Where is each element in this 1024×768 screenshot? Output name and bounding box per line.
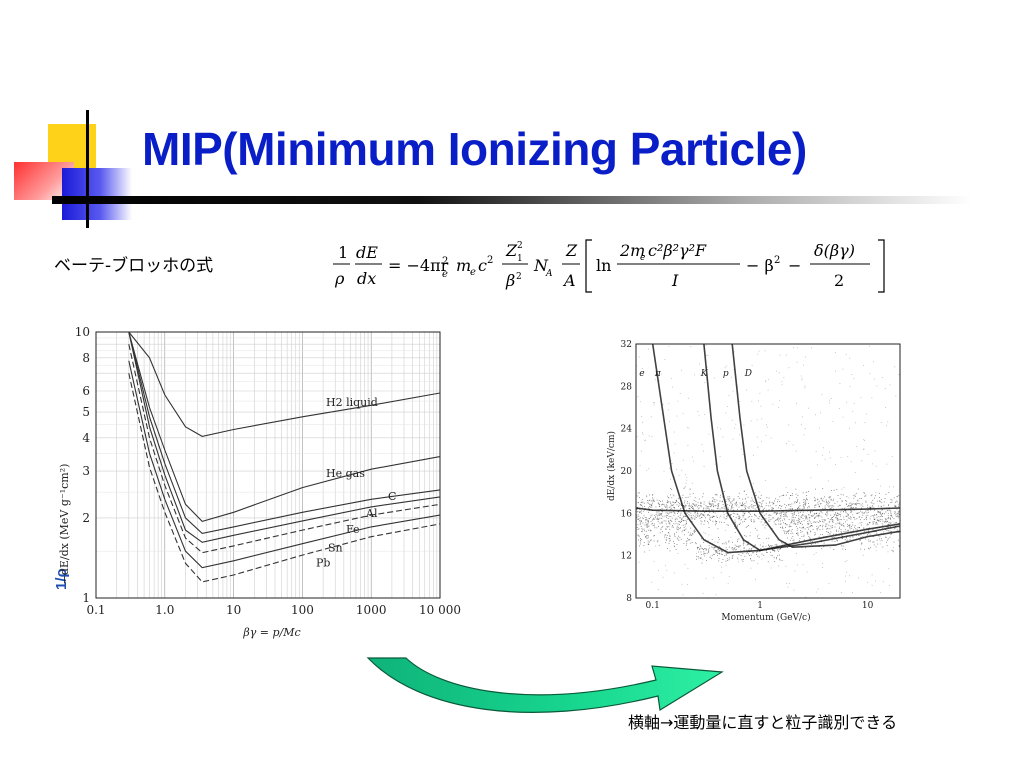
chart2-scatter-points — [636, 345, 901, 599]
svg-text:c²β²γ²F: c²β²γ²F — [648, 241, 707, 260]
chart1-grid — [95, 331, 440, 599]
chart1-x-tick: 10 000 — [419, 603, 461, 617]
note-text: 横軸→運動量に直すと粒子識別できる — [628, 713, 898, 732]
chart1-xlabel: βγ = p/Mc — [242, 626, 300, 639]
svg-text:e: e — [640, 253, 645, 263]
chart1-series-h2-liquid — [128, 331, 441, 437]
chart1-series-c — [128, 331, 441, 534]
chart1-x-tick: 10 — [226, 603, 241, 617]
svg-text:A: A — [545, 269, 553, 279]
chart2-band-label: e — [639, 369, 644, 379]
bethe-bloch-formula: 1 ρ dE dx = −4πr 2 e m e c 2 Z 2 1 β 2 N… — [333, 239, 885, 293]
formula-ln: ln — [596, 256, 611, 275]
curved-arrow-icon — [366, 657, 724, 713]
svg-text:2: 2 — [774, 255, 780, 266]
chart1-y-tick: 3 — [82, 464, 90, 478]
chart1-series-fe — [128, 344, 441, 554]
formula-label: ベーテ-ブロッホの式 — [54, 256, 214, 276]
chart2-y-tick: 32 — [621, 340, 632, 350]
chart1-y-tick: 6 — [82, 384, 90, 398]
chart2-y-tick: 24 — [621, 425, 633, 435]
dedx-momentum-chart: dE/dx (keV/cm) Momentum (GeV/c) 8 12 16 20 2… — [606, 340, 901, 623]
chart1-frame — [95, 331, 441, 599]
svg-text:1: 1 — [517, 254, 523, 264]
chart2-band-label: K — [700, 369, 709, 379]
chart1-series-label: He gas — [326, 467, 365, 480]
formula-Z: Z — [565, 241, 578, 260]
chart2-y-tick: 8 — [626, 594, 632, 604]
chart1-y-tick: 10 — [75, 325, 90, 339]
chart1-y-tick: 8 — [82, 351, 90, 365]
formula-beta2: β — [505, 271, 515, 290]
chart2-y-tick: 28 — [621, 382, 633, 392]
formula-two: 2 — [834, 271, 844, 290]
chart2-band-label: p — [723, 369, 729, 379]
chart2-frame — [635, 343, 901, 599]
title-underline — [52, 196, 972, 204]
formula-re-sub: e — [442, 269, 448, 280]
chart2-band-K — [703, 343, 901, 552]
chart2-band-e — [635, 507, 901, 512]
chart2-band-label: D — [744, 369, 752, 379]
chart2-xlabel: Momentum (GeV/c) — [721, 612, 810, 623]
blue-square-decoration — [62, 168, 132, 220]
svg-text:2: 2 — [487, 255, 493, 266]
chart1-y-tick: 4 — [82, 431, 90, 445]
stopping-power-chart-panel: 1/ρ −dE/dx (MeV g⁻¹cm²) βγ = p/Mc 0.1 1.0… — [36, 312, 466, 642]
svg-text:2: 2 — [517, 241, 523, 251]
vertical-line-decoration — [86, 110, 89, 228]
chart2-ylabel: dE/dx (keV/cm) — [606, 431, 617, 501]
formula-Z1: Z — [505, 241, 518, 260]
chart1-series-sn — [128, 360, 441, 569]
formula-dx: dx — [357, 269, 376, 288]
chart1-series-he-gas — [128, 331, 441, 523]
formula-A: A — [562, 271, 576, 290]
chart1-series-label: H2 liquid — [326, 396, 378, 409]
formula-delta: δ(βγ) — [814, 241, 855, 260]
formula-NA: N — [533, 256, 549, 275]
chart1-series-pb — [128, 373, 441, 583]
formula-minus-delta: − — [788, 256, 801, 275]
chart2-band-label: π — [654, 369, 662, 379]
dedx-momentum-chart-panel: dE/dx (keV/cm) Momentum (GeV/c) 8 12 16 20 2… — [606, 336, 906, 626]
chart2-band-p — [731, 343, 901, 549]
formula-lhs-num: 1 — [338, 243, 348, 262]
svg-text:2: 2 — [442, 256, 448, 267]
chart1-ylabel: −dE/dx (MeV g⁻¹cm²) — [58, 464, 71, 585]
chart2-x-tick: 0.1 — [645, 601, 659, 611]
formula-minus-beta: − β — [746, 256, 774, 275]
chart1-x-tick: 0.1 — [86, 603, 105, 617]
chart1-side-label: 1/ρ — [53, 568, 70, 590]
svg-text:c: c — [478, 256, 487, 275]
svg-text:e: e — [470, 267, 476, 278]
formula-lhs-den: ρ — [334, 269, 345, 288]
chart1-series-label: Al — [365, 507, 378, 520]
formula-lnnum: 2m — [619, 241, 645, 260]
chart2-x-tick: 10 — [862, 601, 874, 611]
chart1-series-al — [128, 331, 441, 543]
formula-I: I — [671, 271, 679, 290]
stopping-power-chart: 1/ρ −dE/dx (MeV g⁻¹cm²) βγ = p/Mc 0.1 1.0… — [53, 325, 461, 639]
chart2-band-π — [651, 343, 901, 554]
formula-rhs: = −4πr — [388, 256, 449, 275]
chart1-y-tick: 2 — [82, 511, 90, 525]
slide-title: MIP(Minimum Ionizing Particle) — [142, 123, 807, 175]
chart1-x-tick: 1000 — [356, 603, 387, 617]
chart1-y-tick: 1 — [82, 591, 90, 605]
chart2-y-tick: 20 — [621, 467, 633, 477]
chart1-series-label: Pb — [316, 557, 330, 570]
chart1-x-tick: 1.0 — [155, 603, 174, 617]
chart1-y-tick: 5 — [82, 405, 90, 419]
svg-text:2: 2 — [516, 272, 522, 282]
formula-dE: dE — [356, 243, 378, 262]
chart1-series-label: C — [388, 490, 396, 503]
chart2-y-tick: 12 — [621, 552, 632, 562]
formula-mec2: m — [456, 256, 471, 275]
chart1-x-tick: 100 — [291, 603, 314, 617]
chart1-series-label: Fe — [346, 523, 360, 536]
chart2-y-tick: 16 — [621, 509, 633, 519]
chart2-x-tick: 1 — [757, 601, 763, 611]
